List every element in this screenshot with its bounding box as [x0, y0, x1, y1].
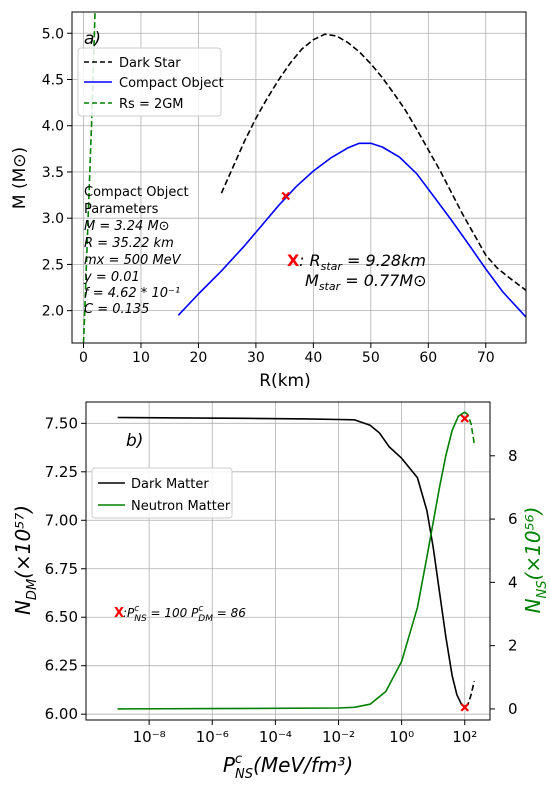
param-line-3: M = 3.24 M⊙ — [84, 219, 170, 234]
b-xtick-label-0: 10⁻⁸ — [133, 728, 166, 746]
panel-b-ylabel-right: NNS(×10⁵⁶) — [521, 507, 550, 614]
a-ytick-label-3: 3.5 — [42, 165, 64, 181]
panel-a-annotation: X : Rstar = 9.28km Mstar = 0.77M⊙ — [287, 251, 427, 293]
b-series-line-0 — [117, 416, 466, 708]
panel-b-frame — [85, 401, 491, 721]
param-line-5: mx = 500 MeV — [84, 253, 182, 268]
panel-b-legend: Dark Matter Neutron Matter — [91, 467, 233, 519]
b-ytick-left-label-2: 6.50 — [45, 608, 78, 626]
b-ytick-left-label-6: 7.50 — [45, 414, 78, 432]
panel-b-ticks: 10⁻⁸ 10⁻⁶ 10⁻⁴ 10⁻² 10⁰ 10² 6.00 6.25 6.50 6.75 7.… — [45, 414, 518, 746]
a-ytick-label-2: 3.0 — [42, 211, 64, 227]
a-xtick-label-3: 30 — [247, 350, 265, 366]
a-series-line-0 — [220, 33, 526, 291]
b-ytick-right-label-0: 0 — [508, 700, 518, 718]
param-line-4: R = 35.22 km — [84, 236, 174, 251]
a-ytick-label-6: 5.0 — [42, 26, 64, 42]
annotation-mstar: Mstar = 0.77M⊙ — [305, 271, 427, 293]
a-xtick-label-4: 40 — [304, 350, 322, 366]
a-series-line-1 — [177, 142, 526, 318]
panel-a-frame — [71, 11, 527, 344]
b-ytick-right-label-4: 8 — [508, 447, 518, 465]
a-xtick-label-6: 60 — [419, 350, 437, 366]
b-marker-1 — [460, 703, 470, 712]
b-ytick-left-label-0: 6.00 — [45, 705, 78, 723]
a-ytick-label-0: 2.0 — [42, 304, 64, 320]
b-marker-1-stroke-2 — [460, 703, 470, 712]
b-xtick-label-5: 10² — [452, 728, 477, 746]
a-ytick-label-5: 4.5 — [42, 72, 64, 88]
panel-a-grid — [72, 12, 526, 343]
panel-a: 0 10 20 30 40 50 60 702.02.53.03.54.04.55.0 a) … — [10, 11, 527, 391]
legend-box-b — [91, 467, 233, 519]
annotation-b-text: :Pc NS = 100 Pc DM = 86 — [123, 604, 246, 624]
a-xtick-label-1: 10 — [132, 350, 150, 366]
annotation-x-marker: X — [287, 251, 300, 270]
b-marker-0 — [460, 414, 470, 423]
annotation-rstar: : Rstar = 9.28km — [299, 251, 426, 273]
b-ytick-left-label-5: 7.25 — [45, 463, 78, 481]
b-ytick-left-label-3: 6.75 — [45, 560, 78, 578]
param-line-7: f = 4.62 * 10⁻¹ — [84, 286, 180, 301]
param-line-8: C = 0.135 — [84, 302, 149, 317]
a-ytick-label-4: 4.0 — [42, 119, 64, 135]
b-xtick-label-4: 10⁰ — [389, 728, 414, 746]
panel-b-ylabel-left: NDM(×10⁵⁷) — [11, 505, 40, 615]
b-series-line-2 — [117, 411, 466, 710]
a-ytick-label-1: 2.5 — [42, 257, 64, 273]
b-series-line-3 — [464, 411, 475, 444]
b-ytick-left-label-1: 6.25 — [45, 657, 78, 675]
panel-a-legend: Dark Star Compact Object Rs = 2GM — [77, 47, 224, 117]
panel-b: 10⁻⁸ 10⁻⁶ 10⁻⁴ 10⁻² 10⁰ 10² 6.00 6.25 6.50 6.75 7.… — [11, 401, 550, 782]
a-marker-compact-object-stroke-2 — [281, 191, 291, 201]
b-ytick-right-label-2: 4 — [508, 573, 518, 591]
panel-b-label: b) — [126, 431, 143, 451]
panel-a-xlabel: R(km) — [259, 371, 310, 391]
b-xtick-label-2: 10⁻⁴ — [259, 728, 292, 746]
panel-b-annotation: X :Pc NS = 100 Pc DM = 86 — [114, 604, 246, 624]
legend-label-compact-object: Compact Object — [119, 76, 224, 91]
panel-b-series — [117, 411, 475, 712]
a-marker-compact-object — [281, 191, 291, 201]
param-line-1: Compact Object — [84, 185, 189, 200]
b-xtick-label-3: 10⁻² — [322, 728, 355, 746]
panel-a-ylabel: M (M⊙) — [10, 147, 30, 209]
legend-label-dark-matter: Dark Matter — [131, 477, 209, 492]
a-xtick-label-2: 20 — [190, 350, 208, 366]
panel-a-label: a) — [84, 29, 101, 49]
a-xtick-label-0: 0 — [79, 350, 88, 366]
b-ytick-right-label-1: 2 — [508, 637, 518, 655]
panel-b-xlabel: Pc NS(MeV/fm³) — [223, 752, 353, 782]
b-ytick-left-label-4: 7.00 — [45, 511, 78, 529]
param-line-2: Parameters — [84, 202, 159, 217]
b-xtick-label-1: 10⁻⁶ — [196, 728, 229, 746]
b-series-line-1 — [464, 681, 475, 708]
panel-b-grid — [86, 402, 490, 720]
a-xtick-label-5: 50 — [362, 350, 380, 366]
parameter-box: Compact Object Parameters M = 3.24 M⊙ R … — [83, 185, 189, 317]
a-xtick-label-7: 70 — [477, 350, 495, 366]
legend-label-neutron-matter: Neutron Matter — [131, 499, 231, 514]
legend-label-rs: Rs = 2GM — [119, 97, 184, 112]
legend-label-dark-star: Dark Star — [119, 56, 181, 71]
legend-box — [77, 47, 222, 117]
panel-a-ticks: 0 10 20 30 40 50 60 70 2.0 2.5 3.0 3.5 4.0 4.5 5.0 — [42, 26, 495, 366]
b-ytick-right-label-3: 6 — [508, 510, 518, 528]
annotation-b-x-marker: X — [114, 606, 124, 621]
param-line-6: y = 0.01 — [83, 270, 140, 285]
b-marker-0-stroke-2 — [460, 414, 470, 423]
